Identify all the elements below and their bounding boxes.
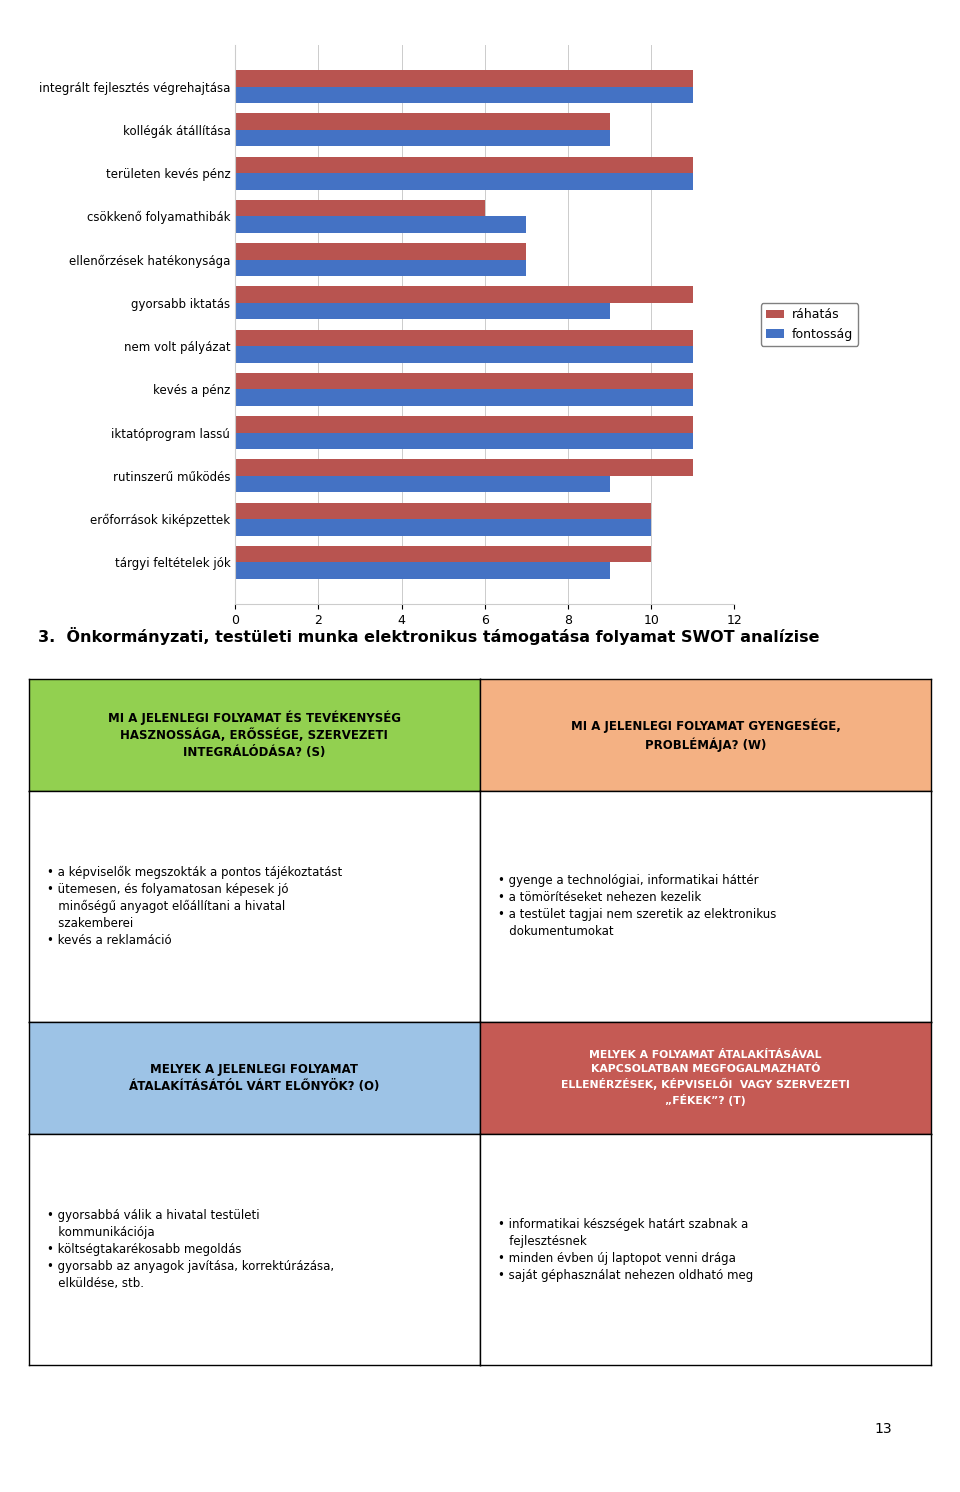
Text: MI A JELENLEGI FOLYAMAT ÉS TEVÉKENYSÉG
HASZNOSSÁGA, ERŐSSÉGE, SZERVEZETI
INTEGRÁ: MI A JELENLEGI FOLYAMAT ÉS TEVÉKENYSÉG H… [108, 710, 401, 759]
Bar [235, 330, 693, 346]
Bar [235, 303, 610, 319]
Bar [235, 503, 651, 519]
Bar [235, 70, 693, 87]
Text: • gyorsabbá válik a hivatal testületi
   kommunikációja
• költségtakarékosabb me: • gyorsabbá válik a hivatal testületi ko… [47, 1209, 334, 1291]
Bar [235, 416, 693, 433]
Bar [235, 173, 693, 189]
Bar [235, 519, 651, 536]
Bar [235, 216, 526, 233]
Text: • a képviselők megszokták a pontos tájékoztatást
• ütemesen, és folyamatosan kép: • a képviselők megszokták a pontos tájék… [47, 865, 342, 947]
Bar [235, 260, 526, 276]
Legend: ráhatás, fontosság: ráhatás, fontosság [760, 303, 858, 346]
Text: MELYEK A JELENLEGI FOLYAMAT
ÁTALAKÍTÁSÁTÓL VÁRT ELŐNYÖK? (O): MELYEK A JELENLEGI FOLYAMAT ÁTALAKÍTÁSÁT… [130, 1062, 379, 1094]
Bar [235, 562, 610, 579]
Bar [235, 87, 693, 103]
Bar [235, 460, 693, 476]
Bar [235, 200, 485, 216]
Bar [235, 113, 610, 130]
Text: MELYEK A FOLYAMAT ÁTALAKÍTÁSÁVAL
KAPCSOLATBAN MEGFOGALMAZHATÓ
ELLENÉRZÉSEK, KÉPV: MELYEK A FOLYAMAT ÁTALAKÍTÁSÁVAL KAPCSOL… [562, 1050, 850, 1106]
Text: 3.  Önkormányzati, testületi munka elektronikus támogatása folyamat SWOT analízi: 3. Önkormányzati, testületi munka elektr… [37, 627, 819, 645]
Text: MI A JELENLEGI FOLYAMAT GYENGESÉGE,
PROBLÉMÁJA? (W): MI A JELENLEGI FOLYAMAT GYENGESÉGE, PROB… [570, 718, 841, 752]
Bar [235, 130, 610, 146]
Text: • informatikai készségek határt szabnak a
   fejlesztésnek
• minden évben új lap: • informatikai készségek határt szabnak … [498, 1217, 754, 1282]
Bar [235, 346, 693, 363]
Bar [235, 546, 651, 562]
Text: 13: 13 [875, 1422, 892, 1435]
Bar [235, 243, 526, 260]
Bar [235, 373, 693, 389]
Text: • gyenge a technológiai, informatikai háttér
• a tömörítéseket nehezen kezelik
•: • gyenge a technológiai, informatikai há… [498, 874, 777, 938]
Bar [235, 286, 693, 303]
Bar [235, 476, 610, 492]
Bar [235, 157, 693, 173]
Bar [235, 433, 693, 449]
Bar [235, 389, 693, 406]
